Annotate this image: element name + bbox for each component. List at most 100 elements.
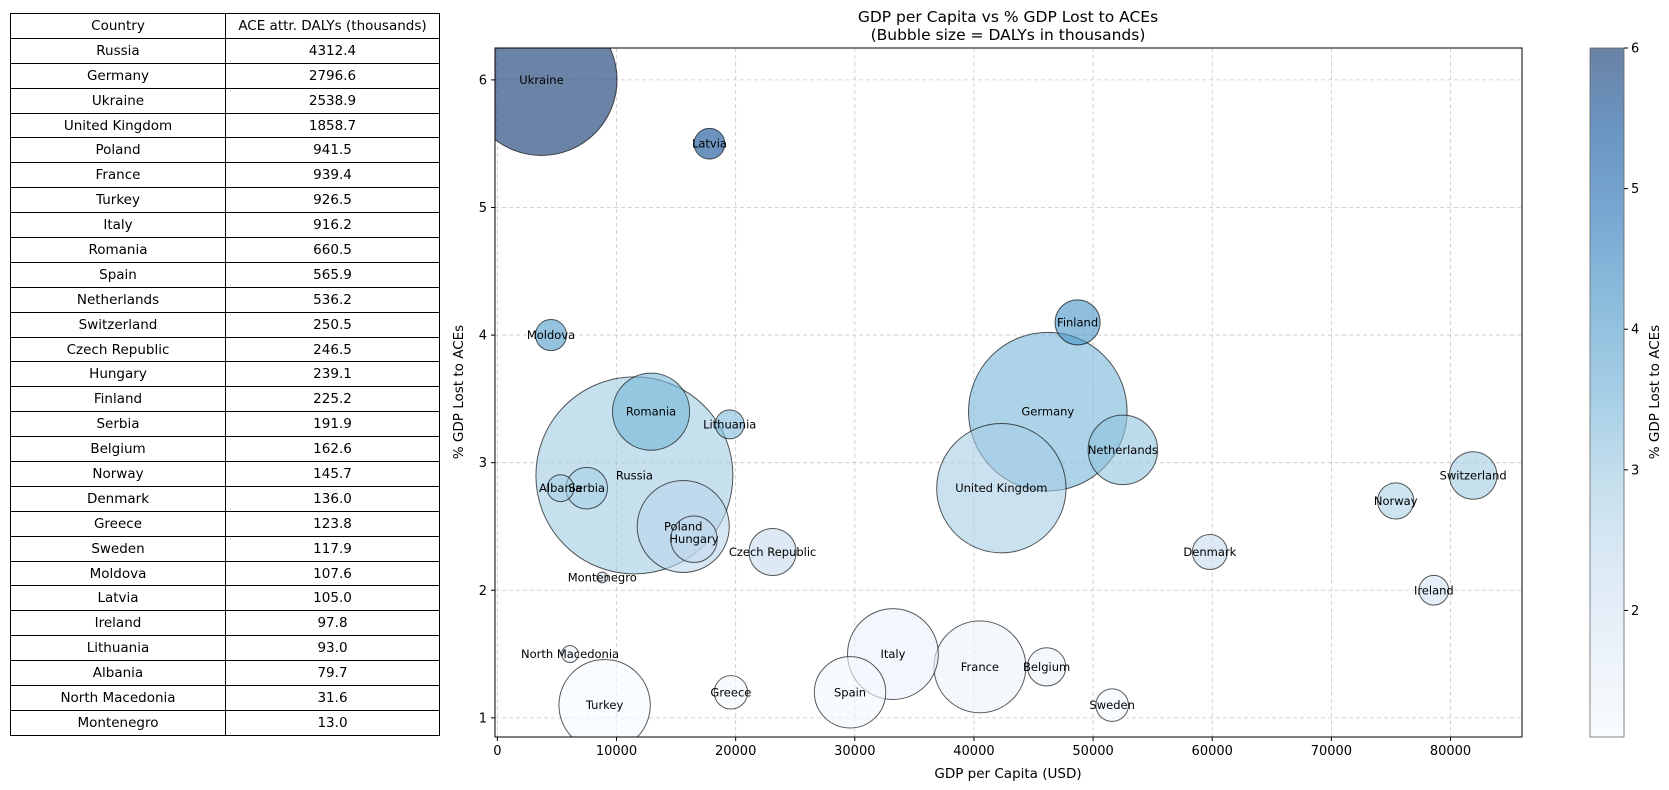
x-tick-label: 50000 bbox=[1072, 744, 1113, 759]
bubble-label: Switzerland bbox=[1440, 468, 1507, 482]
table-cell-country: Lithuania bbox=[10, 635, 226, 662]
table-cell-dalys: 31.6 bbox=[225, 685, 440, 711]
table-cell-dalys: 926.5 bbox=[225, 187, 440, 214]
bubble-label: Hungary bbox=[669, 532, 718, 546]
bubble-label: Lithuania bbox=[703, 417, 756, 431]
bubble bbox=[748, 527, 797, 577]
bubble bbox=[1191, 533, 1228, 570]
bubble-label: Spain bbox=[834, 685, 866, 699]
bubble bbox=[1026, 647, 1067, 687]
plot-frame bbox=[494, 47, 1523, 738]
bubble-label: Italy bbox=[880, 647, 905, 661]
bubble bbox=[1448, 451, 1498, 500]
table-cell-dalys: 246.5 bbox=[225, 336, 440, 363]
colorbar-tick-label: 4 bbox=[1631, 323, 1639, 338]
axes: 0 10000 20000 30000 40000 50000 60000 70000 8000… bbox=[479, 73, 1471, 759]
table-row: Czech Republic 246.5 bbox=[10, 336, 440, 363]
colorbar-tick-label: 3 bbox=[1631, 463, 1639, 478]
table-cell-country: North Macedonia bbox=[10, 685, 226, 711]
bubble bbox=[670, 515, 718, 563]
bubble-label: France bbox=[961, 660, 999, 674]
table-row: Denmark 136.0 bbox=[10, 485, 440, 512]
y-tick-label: 2 bbox=[479, 584, 487, 599]
bubble-label: Norway bbox=[1374, 494, 1418, 508]
x-tick-label: 80000 bbox=[1430, 744, 1471, 759]
table-cell-dalys: 2538.9 bbox=[225, 87, 440, 114]
table-header-row: Country ACE attr. DALYs (thousands) bbox=[10, 13, 440, 39]
table-cell-country: Turkey bbox=[10, 187, 226, 214]
table-cell-dalys: 941.5 bbox=[225, 137, 440, 164]
bubble bbox=[1418, 574, 1450, 606]
bubble bbox=[936, 423, 1067, 554]
x-tick-label: 70000 bbox=[1311, 744, 1352, 759]
table-row: Finland 225.2 bbox=[10, 386, 440, 413]
x-tick-label: 60000 bbox=[1192, 744, 1233, 759]
bubble-label: Latvia bbox=[692, 137, 727, 151]
bubble bbox=[495, 48, 618, 156]
x-tick-label: 20000 bbox=[715, 744, 756, 759]
table-cell-country: Ukraine bbox=[10, 87, 226, 114]
colorbar-tick-label: 2 bbox=[1631, 604, 1639, 619]
table-header-dalys: ACE attr. DALYs (thousands) bbox=[225, 13, 440, 39]
y-tick-label: 3 bbox=[479, 456, 487, 471]
daly-table: Country ACE attr. DALYs (thousands) Russ… bbox=[10, 13, 440, 736]
table-cell-dalys: 117.9 bbox=[225, 535, 440, 562]
bubble bbox=[546, 474, 575, 503]
bubble-label: Moldova bbox=[527, 328, 575, 342]
table-row: Moldova 107.6 bbox=[10, 560, 440, 587]
bubble-label: Ukraine bbox=[519, 73, 563, 87]
bubble-label: Netherlands bbox=[1088, 443, 1158, 457]
table-header-country: Country bbox=[10, 13, 226, 39]
bubble-label: Denmark bbox=[1183, 545, 1236, 559]
bubble bbox=[558, 658, 651, 737]
bubble bbox=[1377, 482, 1415, 520]
bubble-label: Albania bbox=[539, 481, 582, 495]
bubble-label: Turkey bbox=[585, 698, 624, 712]
bubble-label: Poland bbox=[664, 519, 702, 533]
bubble bbox=[596, 571, 609, 584]
table-cell-dalys: 145.7 bbox=[225, 461, 440, 487]
table-cell-country: Moldova bbox=[10, 560, 226, 587]
table-cell-dalys: 162.6 bbox=[225, 436, 440, 463]
bubble-label: North Macedonia bbox=[521, 647, 619, 661]
table-row: France 939.4 bbox=[10, 162, 440, 189]
x-tick-label: 30000 bbox=[834, 744, 875, 759]
bubble-label: Russia bbox=[616, 468, 653, 482]
table-row: Germany 2796.6 bbox=[10, 62, 440, 89]
table-cell-country: Sweden bbox=[10, 535, 226, 562]
colorbar-tick-label: 5 bbox=[1631, 182, 1639, 197]
bubble bbox=[1095, 688, 1129, 722]
table-cell-country: Spain bbox=[10, 261, 226, 288]
table-cell-dalys: 660.5 bbox=[225, 237, 440, 263]
table-cell-dalys: 4312.4 bbox=[225, 37, 440, 64]
table-row: Hungary 239.1 bbox=[10, 361, 440, 388]
table-row: Poland 941.5 bbox=[10, 137, 440, 164]
table-row: Lithuania 93.0 bbox=[10, 635, 440, 662]
table-cell-country: Czech Republic bbox=[10, 336, 226, 363]
colorbar-tick-label: 6 bbox=[1631, 42, 1639, 57]
x-axis-label: GDP per Capita (USD) bbox=[934, 766, 1081, 782]
y-axis-label: % GDP Lost to ACEs bbox=[451, 325, 467, 459]
bubble bbox=[1087, 414, 1159, 486]
bubble-label: Belgium bbox=[1023, 660, 1070, 674]
table-cell-dalys: 939.4 bbox=[225, 162, 440, 189]
bubble-label: Germany bbox=[1021, 405, 1074, 419]
table-cell-dalys: 2796.6 bbox=[225, 62, 440, 89]
bubble-label: United Kingdom bbox=[955, 481, 1047, 495]
bubble-label: Finland bbox=[1057, 315, 1098, 329]
table-row: North Macedonia 31.6 bbox=[10, 685, 440, 711]
table-row: Switzerland 250.5 bbox=[10, 311, 440, 338]
bubble bbox=[813, 656, 887, 729]
table-row: Italy 916.2 bbox=[10, 212, 440, 239]
table-cell-dalys: 536.2 bbox=[225, 286, 440, 313]
table-row: Netherlands 536.2 bbox=[10, 286, 440, 313]
bubble-label: Greece bbox=[710, 685, 751, 699]
bubble-layer bbox=[495, 48, 1498, 737]
table-cell-dalys: 1858.7 bbox=[225, 112, 440, 139]
table-row: Russia 4312.4 bbox=[10, 37, 440, 64]
x-tick-label: 40000 bbox=[953, 744, 994, 759]
table-cell-dalys: 250.5 bbox=[225, 311, 440, 338]
chart-title: GDP per Capita vs % GDP Lost to ACEs bbox=[858, 8, 1158, 26]
colorbar-label: % GDP Lost to ACEs bbox=[1647, 325, 1663, 459]
